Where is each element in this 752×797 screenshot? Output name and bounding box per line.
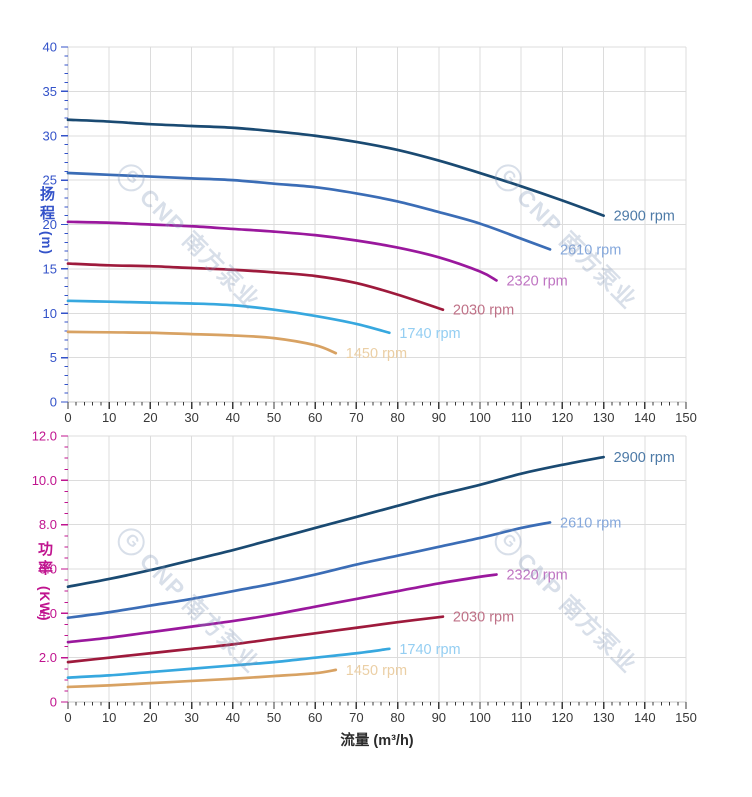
x-tick-label: 50 [267,410,281,425]
curve-2320-rpm [66,573,498,644]
x-tick-label: 80 [390,410,404,425]
curve-1450-rpm [66,330,338,355]
head-axis-title: 扬程 (m) [36,186,57,255]
y-tick-label: 30 [43,128,57,143]
y-tick-label: 10.0 [32,473,57,488]
x-tick-label: 60 [308,410,322,425]
head-axis-unit: (m) [39,231,54,255]
x-tick-label: 120 [552,710,574,725]
y-tick-label: 6.0 [39,562,57,577]
curve-2900-rpm [66,455,605,589]
y-tick-label: 40 [43,40,57,55]
power-axis-unit: (KW) [37,586,52,622]
curve-label-1740-rpm: 1740 rpm [399,642,460,658]
x-tick-label: 30 [184,710,198,725]
curve-label-2320-rpm: 2320 rpm [506,568,567,584]
x-tick-label: 40 [226,410,240,425]
curve-2030-rpm [66,262,445,312]
curve-2610-rpm [66,521,552,620]
power-axis-title: 功率 (KW) [34,541,55,621]
curve-2610-rpm [66,171,552,251]
x-tick-label: 110 [511,410,532,425]
x-tick-label: 20 [143,410,157,425]
x-tick-label: 90 [432,410,446,425]
head-axis-title-text: 扬程 [38,186,55,224]
curve-label-1450-rpm: 1450 rpm [346,346,407,362]
x-tick-label: 50 [267,710,281,725]
y-tick-label: 8.0 [39,517,57,532]
x-tick-label: 20 [143,710,157,725]
y-tick-label: 20 [43,217,57,232]
curve-label-1740-rpm: 1740 rpm [399,326,460,342]
x-tick-label: 0 [64,410,71,425]
y-tick-label: 0 [50,395,57,410]
x-tick-label: 30 [184,410,198,425]
curve-1450-rpm [66,668,338,689]
curve-label-1450-rpm: 1450 rpm [346,663,407,679]
power-chart: 0 10 20 30 40 50 60 70 80 90 100 110 120 130 140 150 0 2.… [32,429,697,726]
x-tick-label: 70 [349,710,363,725]
x-tick-label: 100 [469,710,491,725]
y-tick-label: 10 [43,306,57,321]
curve-label-2900-rpm: 2900 rpm [614,209,675,225]
x-tick-label: 90 [432,710,446,725]
x-tick-label: 10 [102,410,116,425]
head-chart: 0 10 20 30 40 50 60 70 80 90 100 110 120 130 140 150 0 5 1… [43,40,697,426]
y-tick-label: 12.0 [32,429,57,444]
curve-label-2030-rpm: 2030 rpm [453,610,514,626]
x-tick-label: 80 [390,710,404,725]
y-tick-label: 25 [43,173,57,188]
x-tick-label: 140 [634,410,656,425]
y-tick-label: 15 [43,261,57,276]
curve-label-2900-rpm: 2900 rpm [614,450,675,466]
x-tick-label: 110 [511,710,532,725]
curve-1740-rpm [66,647,391,679]
x-tick-label: 150 [675,710,697,725]
curve-label-2610-rpm: 2610 rpm [560,515,621,531]
x-tick-label: 100 [469,410,491,425]
y-tick-label: 4.0 [39,606,57,621]
y-tick-label: 5 [50,350,57,365]
x-tick-label: 70 [349,410,363,425]
curve-label-2320-rpm: 2320 rpm [506,273,567,289]
power-axis-title-text: 功率 [36,541,53,579]
x-tick-label: 0 [64,710,71,725]
x-tick-label: 40 [226,710,240,725]
curve-2320-rpm [66,220,498,282]
x-tick-label: 140 [634,710,656,725]
curve-label-2030-rpm: 2030 rpm [453,303,514,319]
flow-axis-title: 流量 (m³/h) [340,733,414,749]
x-tick-label: 130 [593,710,615,725]
x-tick-label: 130 [593,410,615,425]
curve-2030-rpm [66,615,445,664]
curve-2900-rpm [66,118,605,217]
curve-label-2610-rpm: 2610 rpm [560,242,621,258]
y-tick-label: 0 [50,695,57,710]
x-tick-label: 10 [102,710,116,725]
curve-1740-rpm [66,299,391,335]
x-tick-label: 150 [675,410,697,425]
x-tick-label: 120 [552,410,574,425]
y-tick-label: 2.0 [39,650,57,665]
y-tick-label: 35 [43,84,57,99]
x-tick-label: 60 [308,710,322,725]
